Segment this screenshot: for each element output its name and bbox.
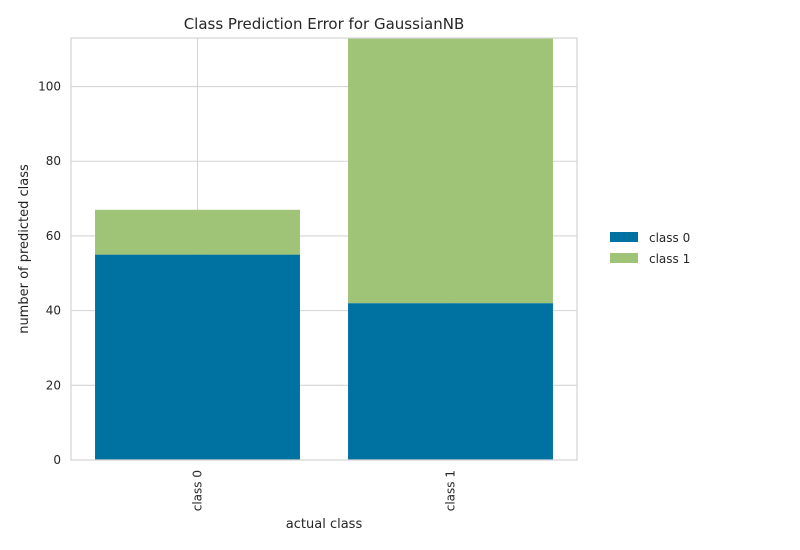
chart-title: Class Prediction Error for GaussianNB — [184, 15, 465, 33]
y-tick-label: 0 — [53, 453, 61, 467]
bar-class-1-predicted-class-0 — [348, 303, 553, 460]
legend-swatch — [610, 232, 638, 242]
bars — [95, 38, 553, 460]
legend-swatch — [610, 253, 638, 263]
y-axis-label: number of predicted class — [17, 164, 32, 334]
y-tick-label: 40 — [46, 304, 61, 318]
legend: class 0 class 1 — [610, 231, 690, 266]
bar-class-0-predicted-class-1 — [95, 209, 300, 255]
bar-class-1-predicted-class-1 — [348, 38, 553, 304]
y-tick-label: 100 — [38, 80, 61, 94]
x-tick-label: class 0 — [191, 470, 205, 511]
x-tick-label: class 1 — [444, 470, 458, 511]
legend-label: class 1 — [649, 252, 690, 266]
y-tick-label: 80 — [46, 154, 61, 168]
y-tick-labels: 0 20 40 60 80 100 — [38, 80, 61, 467]
x-tick-labels: class 0 class 1 — [191, 470, 458, 511]
x-axis-label: actual class — [286, 517, 363, 532]
legend-label: class 0 — [649, 231, 690, 245]
plot-frame — [70, 37, 578, 461]
bar-class-0-predicted-class-0 — [95, 254, 300, 460]
y-tick-label: 60 — [46, 229, 61, 243]
y-tick-label: 20 — [46, 378, 61, 392]
